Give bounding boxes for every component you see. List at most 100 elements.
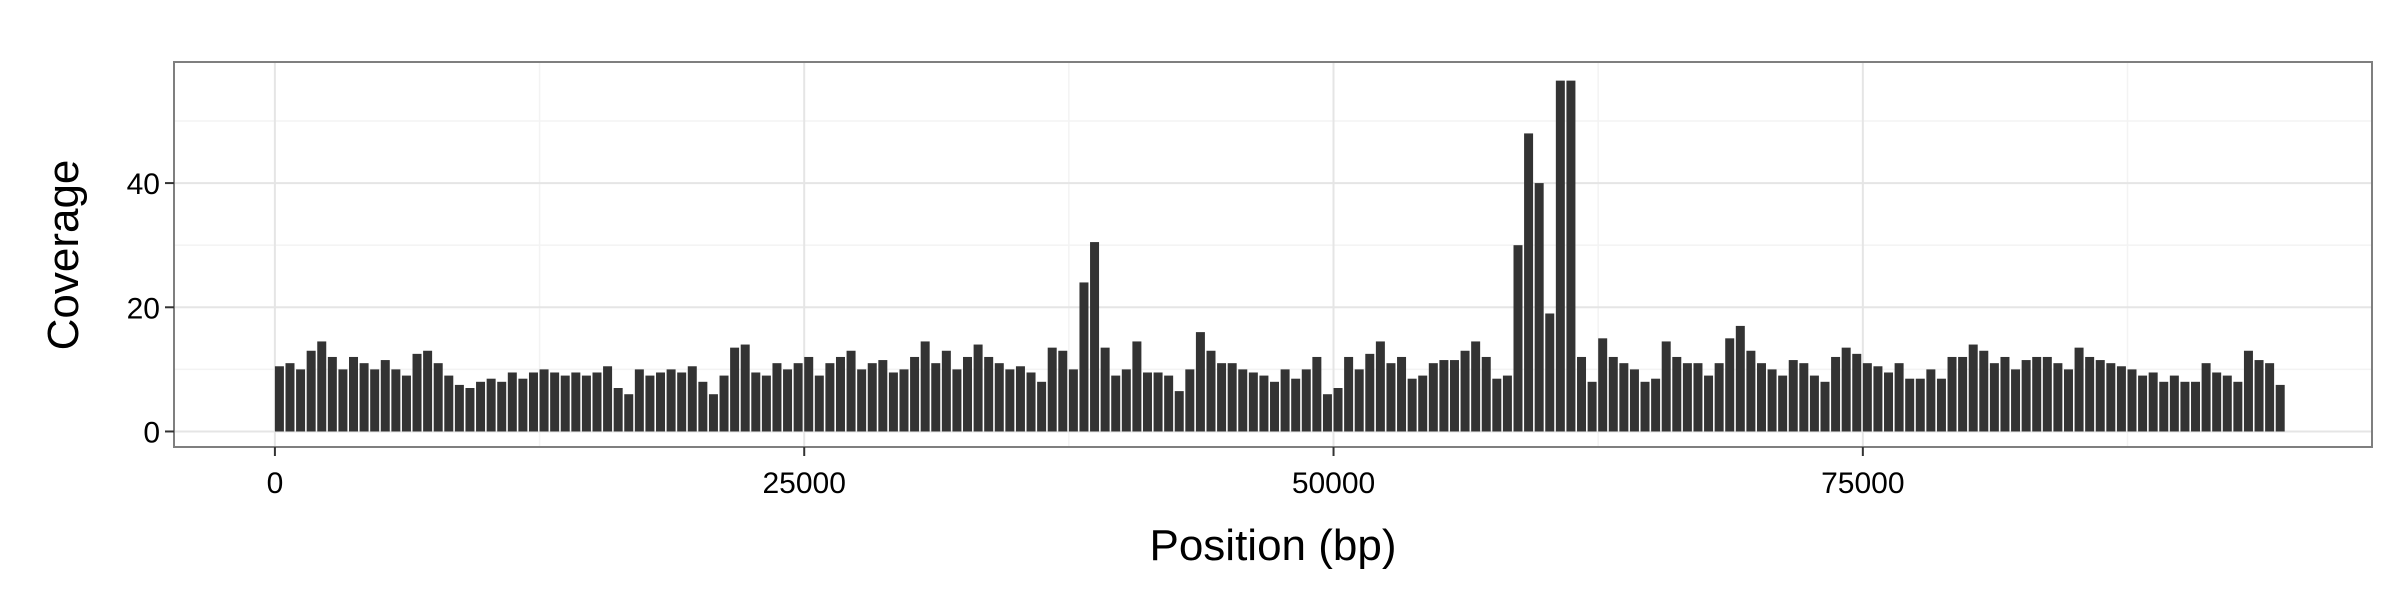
bar xyxy=(910,356,920,432)
y-tick-label: 40 xyxy=(127,168,160,201)
bar xyxy=(603,366,613,432)
bar xyxy=(1502,375,1512,432)
bar xyxy=(963,356,973,432)
bar xyxy=(359,363,369,432)
bar xyxy=(772,363,782,432)
bar xyxy=(1354,369,1364,432)
bar xyxy=(645,375,655,432)
bar xyxy=(2243,350,2253,432)
bar xyxy=(719,375,729,432)
bar xyxy=(454,384,464,432)
bar xyxy=(1629,369,1639,432)
bar xyxy=(1259,375,1269,432)
bar xyxy=(2095,360,2105,432)
bar xyxy=(1375,341,1385,432)
bar xyxy=(941,350,951,432)
bar xyxy=(1365,353,1375,432)
bar xyxy=(1936,378,1946,432)
bar xyxy=(1894,363,1904,432)
bar xyxy=(2085,356,2095,432)
bar xyxy=(1873,366,1883,432)
bar xyxy=(793,363,803,432)
bar xyxy=(2127,369,2137,432)
bar xyxy=(1905,378,1915,432)
bar xyxy=(2222,375,2232,432)
bar xyxy=(476,381,486,432)
bar xyxy=(1481,356,1491,432)
bar xyxy=(761,375,771,432)
bar xyxy=(296,369,306,432)
bar xyxy=(2000,356,2010,432)
bar xyxy=(1693,363,1703,432)
bar xyxy=(1714,363,1724,432)
bar xyxy=(1989,363,1999,432)
x-axis-title: Position (bp) xyxy=(1149,521,1396,570)
bar xyxy=(2032,356,2042,432)
bar xyxy=(1185,369,1195,432)
bar xyxy=(1704,375,1714,432)
bar xyxy=(1111,375,1121,432)
axes: 0 20 40 0 25000 50000 75000 xyxy=(127,168,1905,500)
x-tick-label: 0 xyxy=(267,467,284,500)
bar xyxy=(1577,356,1587,432)
bar xyxy=(1121,369,1131,432)
bar xyxy=(1862,363,1872,432)
bar xyxy=(613,388,623,432)
bar xyxy=(2042,356,2052,432)
bar xyxy=(550,372,560,432)
bar xyxy=(1312,356,1322,432)
bar xyxy=(973,344,983,432)
bar xyxy=(306,350,316,432)
bar xyxy=(1979,350,1989,432)
bar xyxy=(1608,356,1618,432)
bar xyxy=(740,344,750,432)
bar xyxy=(1164,375,1174,432)
bar xyxy=(1206,350,1216,432)
bar xyxy=(1248,372,1258,432)
bar xyxy=(1661,341,1671,432)
x-tick-label: 25000 xyxy=(763,467,846,500)
bar xyxy=(730,347,740,432)
bar xyxy=(1587,381,1597,432)
bar xyxy=(878,360,888,432)
bar xyxy=(1841,347,1851,432)
bar xyxy=(285,363,295,432)
bar xyxy=(1100,347,1110,432)
bar xyxy=(931,363,941,432)
bar xyxy=(423,350,433,432)
bar xyxy=(2011,369,2021,432)
bar xyxy=(994,363,1004,432)
bar xyxy=(2106,363,2116,432)
bar xyxy=(1778,375,1788,432)
bar xyxy=(1058,350,1068,432)
bar xyxy=(804,356,814,432)
bar xyxy=(1852,353,1862,432)
bar xyxy=(370,369,380,432)
bar xyxy=(1174,391,1184,432)
bar xyxy=(867,363,877,432)
bar xyxy=(518,378,528,432)
bar xyxy=(888,372,898,432)
bar xyxy=(2254,360,2264,432)
bar xyxy=(2116,366,2126,432)
bar xyxy=(1280,369,1290,432)
bar xyxy=(2138,375,2148,432)
x-tick-label: 75000 xyxy=(1821,467,1904,500)
bar xyxy=(1799,363,1809,432)
bar xyxy=(2159,381,2169,432)
bar xyxy=(1217,363,1227,432)
bar xyxy=(1968,344,1978,432)
bar xyxy=(835,356,845,432)
bar xyxy=(2212,372,2222,432)
bar xyxy=(581,375,591,432)
bar xyxy=(2233,381,2243,432)
bar xyxy=(1958,356,1968,432)
bar xyxy=(1788,360,1798,432)
bar xyxy=(412,353,422,432)
bar xyxy=(465,388,475,432)
panel-border xyxy=(173,61,2373,448)
bar xyxy=(1725,338,1735,432)
y-tick-label: 20 xyxy=(127,292,160,325)
bar xyxy=(1767,369,1777,432)
bar xyxy=(783,369,793,432)
